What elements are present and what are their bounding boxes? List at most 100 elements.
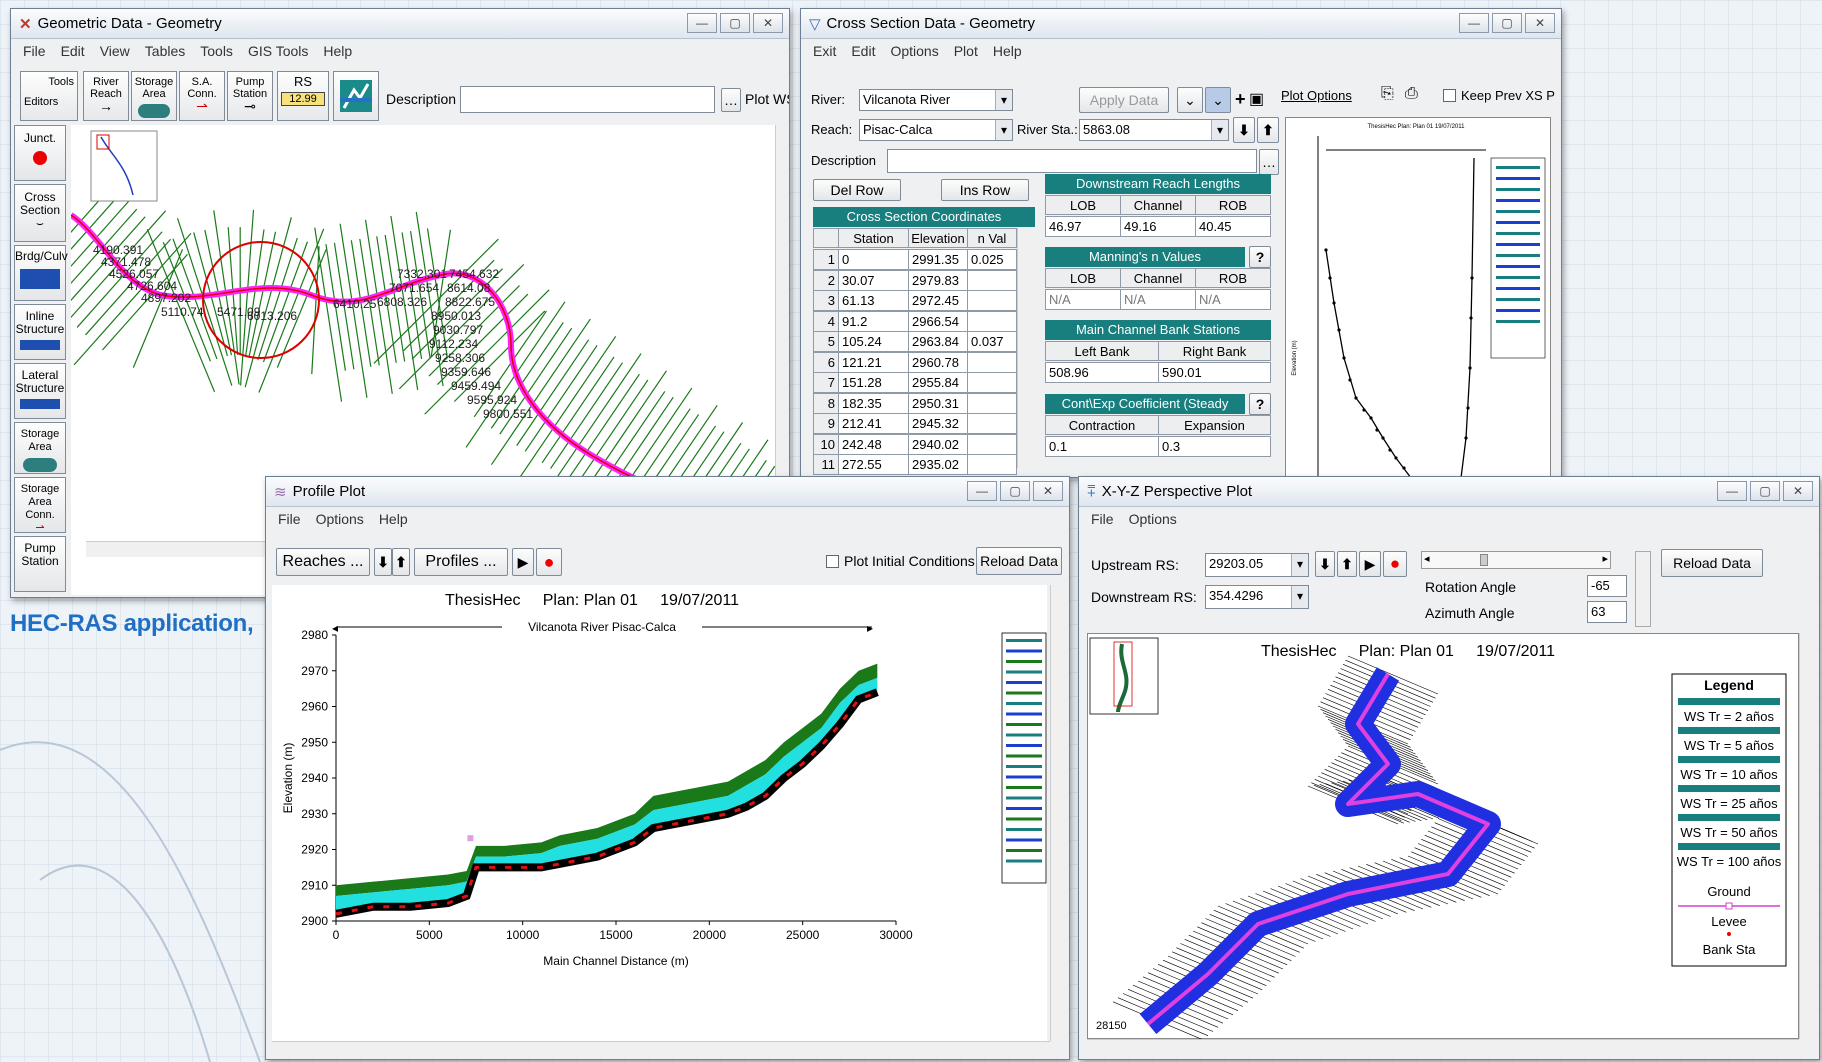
menu-gis-tools[interactable]: GIS Tools bbox=[247, 43, 309, 59]
station-cell[interactable]: 91.2 bbox=[838, 310, 909, 332]
nval-cell[interactable] bbox=[967, 372, 1017, 393]
xs-tool-button-2[interactable]: ⌄ bbox=[1205, 87, 1231, 113]
nval-cell[interactable] bbox=[967, 433, 1017, 455]
nval-cell[interactable] bbox=[967, 351, 1017, 373]
menu-view[interactable]: View bbox=[99, 43, 130, 59]
menu-edit[interactable]: Edit bbox=[851, 43, 876, 59]
menu-file[interactable]: File bbox=[1091, 511, 1114, 527]
junction-tool[interactable]: Junct. bbox=[14, 125, 66, 181]
reach-down-button[interactable]: ⬇ bbox=[374, 548, 392, 576]
keep-prev-xs-checkbox[interactable]: Keep Prev XS P bbox=[1443, 88, 1555, 103]
elevation-cell[interactable]: 2991.35 bbox=[908, 249, 968, 270]
plot-options-link[interactable]: Plot Options bbox=[1281, 88, 1352, 103]
reach-up-button[interactable]: ⬆ bbox=[392, 548, 410, 576]
sta-down-button[interactable]: ⬇ bbox=[1233, 117, 1255, 143]
apply-data-button[interactable]: Apply Data bbox=[1079, 87, 1169, 113]
description-field[interactable] bbox=[887, 149, 1257, 173]
pump-station-side-tool[interactable]: Pump Station bbox=[14, 536, 66, 592]
left-bank-input[interactable]: 508.96 bbox=[1045, 362, 1159, 383]
play-button[interactable]: ▶ bbox=[512, 548, 534, 576]
perspective-plot-area[interactable]: ThesisHec Plan: Plan 01 19/07/2011 Legen… bbox=[1087, 633, 1799, 1041]
rotation-angle-input[interactable]: -65 bbox=[1587, 575, 1627, 597]
slider-right-arrow[interactable]: ▸ bbox=[1602, 553, 1608, 565]
profiles-button[interactable]: Profiles ... bbox=[414, 548, 508, 576]
azimuth-angle-input[interactable]: 63 bbox=[1587, 601, 1627, 623]
cross-section-tool[interactable]: Cross Section ⌣ bbox=[14, 184, 66, 242]
slider-thumb[interactable] bbox=[1480, 554, 1488, 566]
plus-icon[interactable]: + bbox=[1235, 89, 1246, 109]
ds-lob-input[interactable]: 46.97 bbox=[1045, 216, 1121, 237]
camera-icon[interactable]: ▣ bbox=[1249, 91, 1265, 108]
menu-file[interactable]: File bbox=[278, 511, 301, 527]
upstream-rs-select[interactable]: 29203.05 bbox=[1205, 553, 1309, 577]
station-cell[interactable]: 121.21 bbox=[838, 351, 909, 373]
menu-help[interactable]: Help bbox=[323, 43, 353, 59]
profile-horizontal-scrollbar[interactable] bbox=[272, 1041, 1050, 1057]
nval-cell[interactable] bbox=[967, 392, 1017, 414]
elevation-cell[interactable]: 2972.45 bbox=[908, 290, 968, 311]
menu-options[interactable]: Options bbox=[890, 43, 939, 59]
menu-help[interactable]: Help bbox=[378, 511, 408, 527]
mannings-help-button[interactable]: ? bbox=[1249, 246, 1271, 268]
menu-edit[interactable]: Edit bbox=[60, 43, 85, 59]
profile-vertical-scrollbar[interactable] bbox=[1050, 585, 1066, 1041]
reload-data-button[interactable]: Reload Data bbox=[976, 547, 1062, 575]
ins-row-button[interactable]: Ins Row bbox=[941, 179, 1029, 201]
xs-tool-button-1[interactable]: ⌄ bbox=[1177, 87, 1203, 113]
nval-cell[interactable] bbox=[967, 269, 1017, 291]
print-icon[interactable]: ⎙ bbox=[1405, 85, 1418, 102]
reaches-button[interactable]: Reaches ... bbox=[276, 548, 370, 576]
maximize-button[interactable]: ▢ bbox=[1000, 481, 1030, 501]
cross-section-plot[interactable]: ThesisHec Plan: Plan 01 19/07/2011 Eleva… bbox=[1285, 117, 1551, 477]
bridge-culvert-tool[interactable]: Brdg/Culv bbox=[14, 245, 68, 301]
river-sta-select[interactable]: 5863.08 bbox=[1079, 119, 1229, 141]
tools-editors-toggle[interactable]: Tools Editors bbox=[20, 71, 78, 121]
station-cell[interactable]: 105.24 bbox=[838, 331, 909, 352]
animate-play-button[interactable]: ▶ bbox=[1359, 551, 1381, 577]
menu-tables[interactable]: Tables bbox=[144, 43, 186, 59]
ds-channel-input[interactable]: 49.16 bbox=[1120, 216, 1196, 237]
description-more-button[interactable]: … bbox=[721, 88, 741, 112]
record-button[interactable]: ● bbox=[536, 548, 562, 576]
perspective-horizontal-scrollbar[interactable] bbox=[1087, 1039, 1799, 1055]
nval-cell[interactable]: 0.025 bbox=[967, 249, 1017, 270]
river-reach-tool[interactable]: River Reach → bbox=[83, 71, 129, 121]
rotation-slider[interactable]: ◂ ▸ bbox=[1421, 551, 1611, 569]
mn-lob-input[interactable]: N/A bbox=[1045, 289, 1121, 310]
menu-tools[interactable]: Tools bbox=[200, 43, 233, 59]
rs-tool[interactable]: RS 12.99 bbox=[277, 71, 329, 121]
elevation-cell[interactable]: 2963.84 bbox=[908, 331, 968, 352]
elevation-cell[interactable]: 2935.02 bbox=[908, 454, 968, 475]
menu-file[interactable]: File bbox=[23, 43, 46, 59]
elevation-cell[interactable]: 2960.78 bbox=[908, 351, 968, 373]
maximize-button[interactable]: ▢ bbox=[720, 13, 750, 33]
reach-select[interactable]: Pisac-Calca bbox=[859, 119, 1013, 141]
geometric-vertical-scrollbar[interactable] bbox=[775, 125, 789, 575]
sa-conn-tool[interactable]: S.A. Conn. ⇀ bbox=[179, 71, 225, 121]
station-cell[interactable]: 151.28 bbox=[838, 372, 909, 393]
nval-cell[interactable] bbox=[967, 413, 1017, 434]
menu-options[interactable]: Options bbox=[1128, 511, 1177, 527]
angle-spinner[interactable] bbox=[1635, 551, 1651, 627]
river-select[interactable]: Vilcanota River bbox=[859, 89, 1013, 111]
nval-cell[interactable] bbox=[967, 454, 1017, 475]
elevation-cell[interactable]: 2966.54 bbox=[908, 310, 968, 332]
lateral-structure-tool[interactable]: Lateral Structure bbox=[14, 363, 66, 419]
station-cell[interactable]: 182.35 bbox=[838, 392, 909, 414]
station-cell[interactable]: 0 bbox=[838, 249, 909, 270]
copy-icon[interactable]: ⎘ bbox=[1381, 85, 1394, 102]
elevation-cell[interactable]: 2950.31 bbox=[908, 392, 968, 414]
storage-area-side-tool[interactable]: Storage Area bbox=[14, 422, 66, 474]
maximize-button[interactable]: ▢ bbox=[1492, 13, 1522, 33]
menu-options[interactable]: Options bbox=[315, 511, 364, 527]
close-button[interactable]: ✕ bbox=[753, 13, 783, 33]
nval-cell[interactable]: 0.037 bbox=[967, 331, 1017, 352]
minimize-button[interactable]: — bbox=[967, 481, 997, 501]
contraction-input[interactable]: 0.1 bbox=[1045, 436, 1159, 457]
pump-station-tool[interactable]: Pump Station ⊸ bbox=[227, 71, 273, 121]
storage-area-tool[interactable]: Storage Area bbox=[131, 71, 177, 121]
maximize-button[interactable]: ▢ bbox=[1750, 481, 1780, 501]
nval-cell[interactable] bbox=[967, 310, 1017, 332]
inline-structure-tool[interactable]: Inline Structure bbox=[14, 304, 66, 360]
profile-plot-area[interactable]: ThesisHec Plan: Plan 01 19/07/2011 ◂ ▸ V… bbox=[272, 585, 1047, 1041]
